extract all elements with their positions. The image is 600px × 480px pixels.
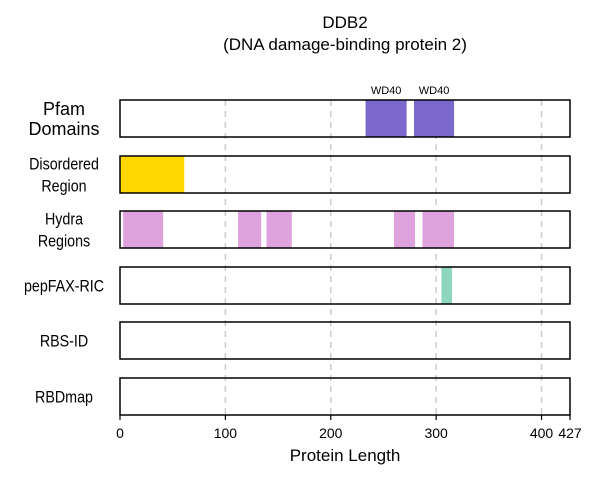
track-frame [119, 266, 571, 305]
track-frame [119, 155, 571, 194]
domain-label: WD40 [419, 85, 450, 97]
track-label: RBDmap [35, 388, 93, 406]
track-label: Pfam [43, 99, 85, 119]
track-frame [119, 321, 571, 360]
segment-bar [266, 211, 292, 248]
track-frame [119, 99, 571, 138]
x-tick-label: 100 [214, 425, 238, 441]
track: Disordered Region [29, 155, 571, 196]
track-label: Disordered [29, 155, 99, 173]
track-label: RBS-ID [40, 332, 88, 350]
track-label: pepFAX-RIC [24, 277, 104, 295]
segment-bar [238, 211, 262, 248]
x-axis: 0 100 200 300 400 427 [116, 415, 582, 441]
track-label: Region [41, 177, 86, 195]
x-tick-label: 400 [530, 425, 554, 441]
segment-bar [441, 267, 452, 304]
grid-lines [224, 100, 543, 415]
track: Hydra Regions [38, 210, 571, 251]
chart-title: DDB2 [322, 13, 367, 32]
segment-bar [123, 211, 164, 248]
chart-subtitle: (DNA damage-binding protein 2) [223, 35, 467, 54]
segment-bar [422, 211, 455, 248]
track-frame [119, 210, 571, 249]
segment-bar [365, 100, 407, 137]
segment-bar [120, 156, 185, 193]
track: pepFAX-RIC [24, 266, 571, 305]
x-tick-label: 427 [558, 425, 582, 441]
domain-label: WD40 [371, 85, 402, 97]
x-axis-label: Protein Length [290, 446, 401, 465]
x-tick-label: 200 [319, 425, 343, 441]
track-label: Regions [38, 232, 90, 250]
x-tick-label: 300 [424, 425, 448, 441]
x-tick-label: 0 [116, 425, 124, 441]
track-label: Hydra [45, 210, 83, 228]
track: RBS-ID [40, 321, 571, 360]
track: RBDmap [35, 377, 571, 416]
track-label: Domains [28, 119, 99, 139]
track-frame [119, 377, 571, 416]
segment-bar [414, 100, 455, 137]
segment-bar [394, 211, 416, 248]
